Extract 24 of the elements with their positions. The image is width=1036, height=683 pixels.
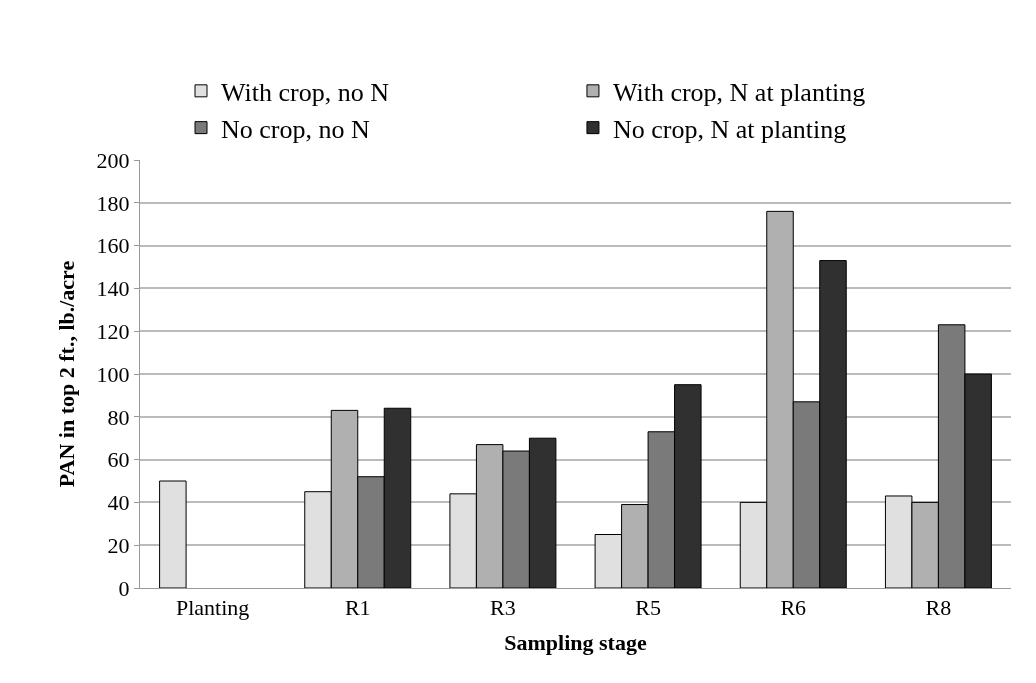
legend-label: No crop, no N xyxy=(221,114,370,144)
y-tick-label: 0 xyxy=(118,575,130,601)
legend-label: With crop, N at planting xyxy=(612,77,866,107)
bar xyxy=(159,480,187,588)
y-tick-label: 60 xyxy=(107,447,130,473)
x-axis-title: Sampling stage xyxy=(504,630,647,656)
legend-label: With crop, no N xyxy=(221,77,390,107)
y-tick-label: 80 xyxy=(107,404,130,430)
y-tick-label: 200 xyxy=(96,147,130,173)
y-tick-label: 20 xyxy=(107,532,130,558)
y-tick-label: 100 xyxy=(96,361,130,387)
x-tick-label: R3 xyxy=(490,595,516,621)
legend-label: No crop, N at planting xyxy=(612,114,847,144)
y-tick-label: 140 xyxy=(96,276,130,302)
x-tick-label: R1 xyxy=(344,595,371,621)
y-tick-label: 40 xyxy=(107,490,130,516)
y-tick-label: 120 xyxy=(96,318,130,344)
x-tick-label: R8 xyxy=(925,595,952,621)
x-tick-label: R6 xyxy=(780,595,807,621)
y-axis-title: PAN in top 2 ft., lb./acre xyxy=(54,260,80,488)
y-tick-label: 180 xyxy=(96,190,130,216)
x-tick-label: Planting xyxy=(175,595,250,621)
x-tick-label: R5 xyxy=(635,595,661,621)
y-tick-label: 160 xyxy=(96,233,130,259)
